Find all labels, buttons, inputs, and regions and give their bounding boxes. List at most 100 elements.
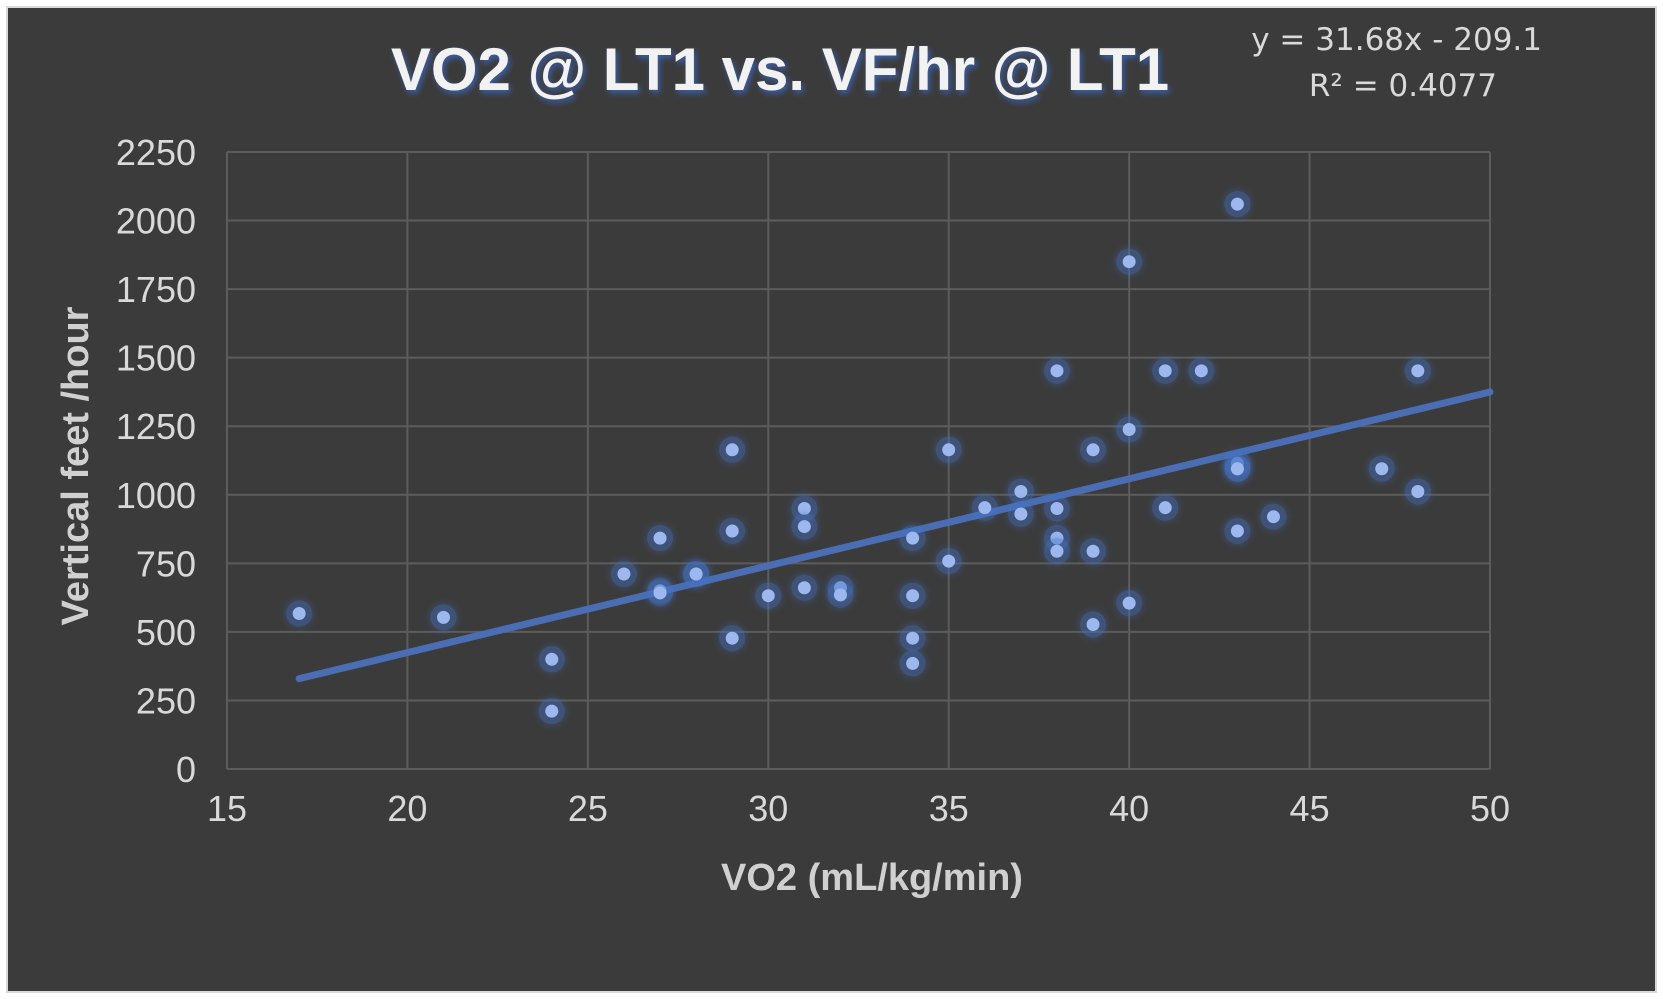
data-point [1080, 436, 1107, 463]
y-tick-label: 0 [176, 749, 196, 790]
data-point-marker [725, 631, 739, 645]
trendline-group [295, 388, 1494, 683]
data-point-marker [545, 652, 559, 666]
data-point [1080, 611, 1107, 638]
y-axis-ticks: 0 250 500 750 1000 1250 1500 1750 2000 2250 [116, 132, 196, 790]
x-tick-label: 20 [387, 788, 427, 829]
data-point-marker [1266, 510, 1280, 524]
x-tick-label: 40 [1109, 788, 1149, 829]
data-point [538, 698, 565, 725]
x-tick-label: 25 [568, 788, 608, 829]
y-tick-label: 2000 [116, 201, 196, 242]
y-axis-title: Vertical feet /hour [55, 306, 97, 625]
data-point-marker [797, 501, 811, 515]
y-tick-label: 750 [136, 543, 196, 584]
data-point-marker [1194, 364, 1208, 378]
data-point [683, 561, 710, 588]
data-point-marker [1050, 544, 1064, 558]
gridlines [226, 151, 1491, 770]
data-point [719, 517, 746, 544]
trendline-equation: y = 31.68x - 209.1 [1251, 22, 1542, 58]
data-point-marker [1050, 501, 1064, 515]
data-point-marker [797, 581, 811, 595]
data-point [610, 561, 637, 588]
data-point [1368, 455, 1395, 482]
x-axis-title: VO2 (mL/kg/min) [721, 857, 1023, 899]
data-point [1404, 478, 1431, 505]
y-tick-label: 1750 [116, 269, 196, 310]
data-point [1007, 478, 1034, 505]
data-point-marker [1158, 364, 1172, 378]
data-point-marker [942, 443, 956, 457]
data-point [719, 625, 746, 652]
data-point-marker [1411, 364, 1425, 378]
data-point [1116, 416, 1143, 443]
data-point-marker [617, 567, 631, 581]
data-point [647, 579, 674, 606]
data-point [538, 646, 565, 673]
data-point [791, 495, 818, 522]
data-point-marker [906, 656, 920, 670]
data-point-marker [978, 501, 992, 515]
data-point [755, 582, 782, 609]
data-point-marker [1411, 484, 1425, 498]
data-point-marker [833, 588, 847, 602]
data-point-marker [1230, 462, 1244, 476]
data-point-marker [1014, 507, 1028, 521]
data-points [286, 191, 1431, 725]
data-point [1188, 357, 1215, 384]
data-point-marker [545, 704, 559, 718]
chart-frame: VO2 @ LT1 vs. VF/hr @ LT1 y = 31.68x - 2… [6, 6, 1657, 993]
data-point-marker [1086, 443, 1100, 457]
data-point [1224, 191, 1251, 218]
data-point-marker [1014, 484, 1028, 498]
data-point [1007, 500, 1034, 527]
data-point-marker [942, 554, 956, 568]
data-point [1116, 248, 1143, 275]
data-point-marker [1230, 524, 1244, 538]
data-point [1080, 538, 1107, 565]
data-point [1043, 357, 1070, 384]
data-point-marker [1086, 617, 1100, 631]
data-point [719, 436, 746, 463]
data-point-marker [797, 520, 811, 534]
x-tick-label: 35 [929, 788, 969, 829]
data-point-marker [1086, 544, 1100, 558]
data-point [1260, 503, 1287, 530]
data-point [899, 525, 926, 552]
y-tick-label: 1250 [116, 406, 196, 447]
data-point [899, 582, 926, 609]
x-tick-label: 15 [207, 788, 247, 829]
scatter-chart: VO2 @ LT1 vs. VF/hr @ LT1 y = 31.68x - 2… [55, 22, 1542, 899]
data-point [1224, 517, 1251, 544]
data-point [1043, 495, 1070, 522]
data-point-marker [653, 586, 667, 600]
data-point [1152, 494, 1179, 521]
data-point [1116, 590, 1143, 617]
data-point [647, 525, 674, 552]
data-point-marker [1122, 596, 1136, 610]
data-point [430, 604, 457, 631]
data-point [1152, 357, 1179, 384]
data-point [1043, 538, 1070, 565]
trendline-r2: R² = 0.4077 [1309, 68, 1497, 104]
data-point-marker [761, 589, 775, 603]
data-point [827, 581, 854, 608]
data-point-marker [437, 610, 451, 624]
data-point [899, 650, 926, 677]
data-point [1404, 357, 1431, 384]
x-tick-label: 50 [1470, 788, 1510, 829]
y-tick-label: 500 [136, 612, 196, 653]
data-point-marker [906, 589, 920, 603]
data-point [971, 494, 998, 521]
data-point [791, 574, 818, 601]
data-point [899, 625, 926, 652]
data-point-marker [906, 631, 920, 645]
data-point-marker [292, 607, 306, 621]
x-axis-ticks: 15 20 25 30 35 40 45 50 [207, 788, 1510, 829]
data-point [1224, 455, 1251, 482]
data-point-marker [906, 531, 920, 545]
data-point-marker [653, 531, 667, 545]
data-point [935, 548, 962, 575]
chart-title: VO2 @ LT1 vs. VF/hr @ LT1 [391, 36, 1169, 103]
